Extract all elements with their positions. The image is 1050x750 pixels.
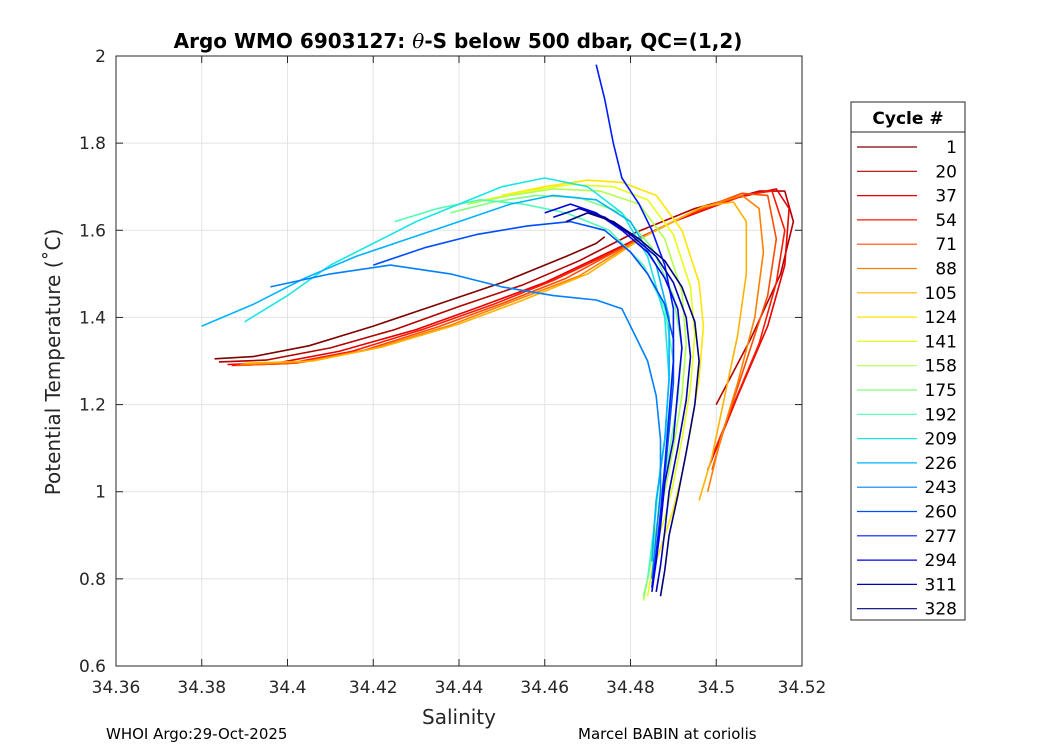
x-tick-label: 34.44 <box>435 678 484 698</box>
legend-label-192: 192 <box>925 405 957 425</box>
legend-box <box>850 101 966 621</box>
series-line-cycle-328 <box>565 212 700 597</box>
y-tick-label: 1.8 <box>79 134 106 154</box>
legend-label-226: 226 <box>925 454 957 474</box>
y-tick-label: 1 <box>95 483 106 503</box>
y-tick-label: 2 <box>95 47 106 67</box>
legend-label-141: 141 <box>925 332 957 352</box>
ticks: 34.36 34.38 34.4 34.42 34.44 34.46 34.48 34.5 34… <box>79 47 826 698</box>
x-tick-label: 34.52 <box>778 678 827 698</box>
legend-entries: 1 20 37 54 71 88 105 124 141 158 175 192 209 226 243 26… <box>857 138 957 620</box>
legend-label-260: 260 <box>925 503 957 523</box>
y-tick-label: 0.8 <box>79 570 106 590</box>
x-tick-label: 34.48 <box>606 678 655 698</box>
footer-left: WHOI Argo:29-Oct-2025 <box>106 725 288 743</box>
legend-label-294: 294 <box>925 551 957 571</box>
legend-label-328: 328 <box>925 600 957 620</box>
legend-label-37: 37 <box>935 187 957 207</box>
legend-label-277: 277 <box>925 527 957 547</box>
series-line-cycle-124 <box>501 179 705 584</box>
legend-label-243: 243 <box>925 478 957 498</box>
legend-label-105: 105 <box>925 284 957 304</box>
y-axis-label: Potential Temperature (˚C) <box>41 229 65 496</box>
legend-label-158: 158 <box>925 357 957 377</box>
series-line-cycle-243 <box>270 264 662 579</box>
series-line-cycle-105 <box>244 201 748 501</box>
x-tick-label: 34.46 <box>520 678 569 698</box>
legend-label-88: 88 <box>935 260 957 280</box>
y-tick-label: 1.4 <box>79 308 106 328</box>
footer-right: Marcel BABIN at coriolis <box>578 725 757 743</box>
legend: Cycle # 1 20 37 54 71 88 105 124 141 158 175 192 209… <box>850 101 966 621</box>
legend-title: Cycle # <box>872 109 943 129</box>
x-tick-label: 34.4 <box>269 678 307 698</box>
x-tick-label: 34.5 <box>697 678 735 698</box>
chart-title: Argo WMO 6903127: θ-S below 500 dbar, QC… <box>174 29 743 53</box>
y-tick-label: 1.6 <box>79 221 106 241</box>
legend-label-54: 54 <box>935 211 957 231</box>
legend-label-124: 124 <box>925 308 957 328</box>
legend-label-311: 311 <box>925 575 957 595</box>
legend-label-71: 71 <box>935 235 957 255</box>
x-tick-label: 34.36 <box>92 678 141 698</box>
y-tick-label: 1.2 <box>79 396 106 416</box>
legend-label-1: 1 <box>946 138 957 158</box>
legend-label-209: 209 <box>925 430 957 450</box>
series-line-cycle-226 <box>201 194 670 562</box>
legend-label-175: 175 <box>925 381 957 401</box>
x-tick-label: 34.42 <box>349 678 398 698</box>
x-tick-label: 34.38 <box>177 678 226 698</box>
y-tick-label: 0.6 <box>79 657 106 677</box>
series-lines <box>201 64 795 601</box>
x-axis-label: Salinity <box>422 705 496 729</box>
series-line-cycle-1 <box>214 236 606 360</box>
legend-label-20: 20 <box>935 162 957 182</box>
